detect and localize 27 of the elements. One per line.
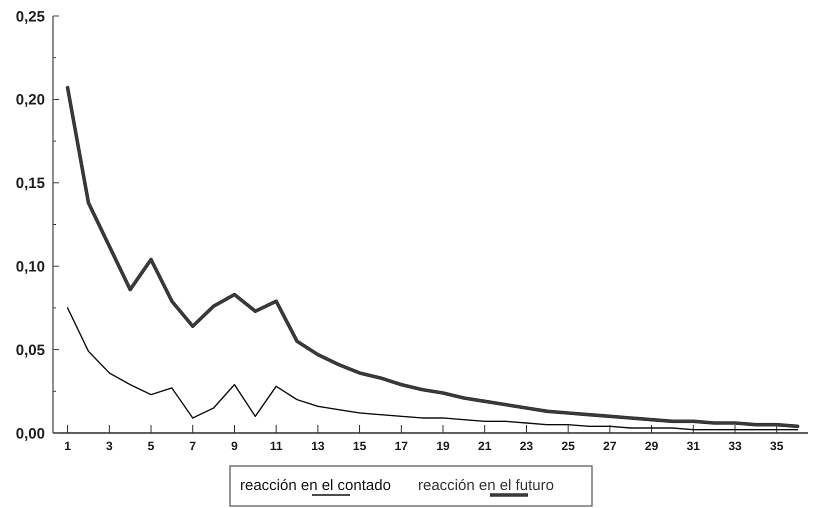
x-tick-label: 17 xyxy=(394,439,408,453)
x-tick-label: 25 xyxy=(561,439,576,453)
y-tick-label: 0,10 xyxy=(16,258,45,276)
y-tick-label: 0,05 xyxy=(16,342,45,359)
y-tick-label: 0,00 xyxy=(16,425,45,442)
x-tick-label: 31 xyxy=(686,439,700,453)
x-tick-label: 11 xyxy=(270,439,283,453)
x-tick-label: 33 xyxy=(728,439,742,453)
x-tick-label: 9 xyxy=(231,439,238,453)
x-tick-label: 5 xyxy=(148,439,155,453)
x-tick-label: 35 xyxy=(770,439,784,453)
x-tick-label: 21 xyxy=(478,439,492,453)
text: reacción en el futuro xyxy=(418,477,554,494)
x-tick-label: 27 xyxy=(603,439,617,453)
y-tick-label: 0,15 xyxy=(16,175,45,192)
y-tick-label: 0,20 xyxy=(16,92,45,109)
x-tick-label: 1 xyxy=(64,439,72,453)
x-tick-label: 7 xyxy=(189,439,196,453)
x-tick-label: 3 xyxy=(106,439,113,453)
x-tick-label: 19 xyxy=(436,439,450,453)
x-tick-label: 29 xyxy=(644,439,659,453)
x-tick-label: 15 xyxy=(352,439,367,453)
line-series xyxy=(66,307,798,430)
x-tick-label: 23 xyxy=(520,439,534,453)
y-tick-label: 0,25 xyxy=(16,8,45,26)
text: reacción en el contado xyxy=(240,477,391,494)
x-tick-label: 13 xyxy=(311,439,325,453)
